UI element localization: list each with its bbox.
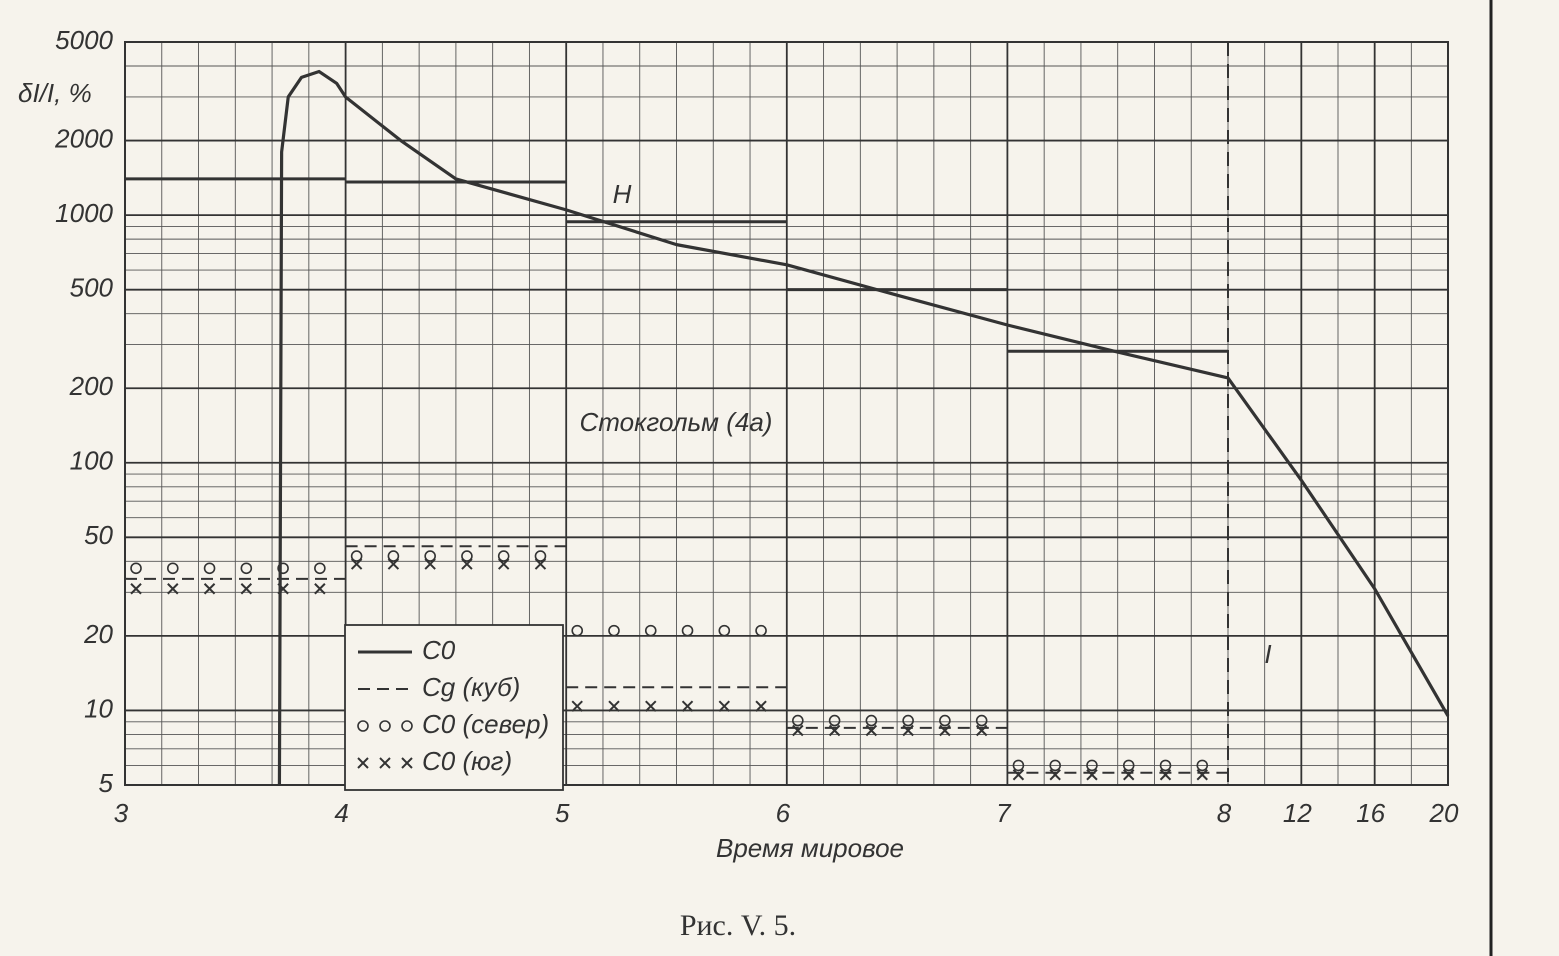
legend-label: Cg (куб) [422, 672, 520, 702]
legend-sample [401, 720, 413, 732]
y-tick-label: 1000 [55, 198, 113, 228]
marker-circle [792, 714, 804, 727]
marker-cross [534, 558, 547, 570]
marker-circle [166, 562, 179, 575]
caption: Рис. V. 5. [680, 909, 796, 942]
y-axis-label: δI/I, % [18, 78, 92, 108]
marker-circle [387, 550, 400, 562]
x-tick-label: 4 [334, 798, 348, 828]
legend-label: C0 [422, 635, 456, 665]
x-tick-label: 8 [1217, 798, 1232, 828]
marker-cross [350, 558, 363, 570]
marker-circle [608, 624, 620, 637]
plot-frame [124, 41, 1449, 786]
x-axis-label: Время мировое [716, 833, 904, 863]
marker-cross [424, 558, 436, 570]
marker-circle [1196, 759, 1209, 772]
y-tick-label: 5000 [55, 25, 113, 55]
marker-cross [718, 700, 731, 712]
marker-circle [755, 624, 767, 637]
annotation: H [613, 179, 632, 209]
legend-label: C0 (север) [422, 709, 549, 739]
marker-cross [130, 583, 142, 595]
marker-cross [1049, 769, 1061, 781]
marker-cross [1086, 769, 1098, 781]
marker-circle [1086, 759, 1098, 772]
annotation: Стокгольм (4а) [580, 407, 773, 437]
marker-circle [1122, 759, 1135, 772]
x-tick-label: 12 [1283, 798, 1312, 828]
marker-cross [314, 583, 326, 595]
marker-cross [608, 700, 620, 712]
x-tick-label: 7 [996, 798, 1012, 828]
marker-circle [571, 624, 584, 637]
marker-cross [865, 724, 878, 737]
y-tick-label: 5 [99, 768, 114, 798]
marker-circle [424, 550, 436, 562]
marker-circle [461, 550, 473, 562]
marker-cross [975, 724, 988, 737]
y-tick-label: 200 [69, 371, 114, 401]
y-tick-label: 20 [83, 619, 113, 649]
annotation: I [1264, 639, 1271, 669]
marker-circle [939, 714, 951, 727]
legend-sample [379, 757, 391, 769]
legend-label: C0 (юг) [422, 746, 512, 776]
marker-circle [1159, 759, 1172, 772]
marker-cross [792, 724, 804, 737]
marker-circle [130, 562, 142, 575]
curve [277, 69, 1450, 786]
marker-circle [350, 550, 363, 562]
legend-sample [357, 757, 369, 769]
legend-sample [379, 720, 391, 732]
marker-cross [571, 700, 583, 712]
marker-circle [644, 624, 657, 637]
x-tick-label: 6 [776, 798, 791, 828]
marker-circle [718, 624, 731, 637]
marker-cross [387, 558, 400, 570]
x-tick-label: 5 [555, 798, 570, 828]
marker-cross [1012, 769, 1025, 781]
marker-cross [902, 724, 914, 737]
marker-cross [1196, 769, 1208, 781]
marker-cross [240, 583, 253, 595]
marker-cross [167, 583, 179, 595]
grid [124, 41, 1449, 786]
marker-circle [902, 714, 914, 727]
marker-cross [645, 700, 657, 712]
marker-cross [755, 700, 767, 712]
marker-cross [497, 558, 510, 570]
marker-circle [240, 562, 253, 575]
marker-cross [1123, 769, 1135, 781]
marker-circle [681, 624, 694, 637]
marker-cross [461, 558, 473, 570]
marker-cross [681, 700, 694, 712]
marker-cross [828, 724, 841, 737]
x-tick-label: 16 [1356, 798, 1385, 828]
x-tick-label: 20 [1429, 798, 1459, 828]
x-tick-label: 3 [114, 798, 129, 828]
marker-circle [828, 714, 841, 727]
marker-circle [203, 562, 216, 575]
marker-circle [497, 550, 510, 562]
marker-cross [1159, 769, 1172, 781]
y-tick-label: 500 [70, 273, 114, 303]
marker-circle [314, 562, 326, 575]
y-tick-label: 10 [84, 693, 113, 723]
marker-circle [277, 562, 289, 575]
marker-circle [1012, 759, 1025, 772]
legend-sample [401, 757, 413, 769]
marker-circle [865, 714, 878, 727]
y-tick-label: 100 [70, 446, 114, 476]
marker-circle [1049, 759, 1061, 772]
y-tick-label: 2000 [54, 123, 113, 153]
y-tick-label: 50 [84, 520, 113, 550]
legend-sample [357, 720, 369, 732]
marker-cross [203, 583, 216, 595]
marker-circle [975, 714, 988, 727]
marker-circle [534, 550, 547, 562]
marker-cross [939, 724, 951, 737]
